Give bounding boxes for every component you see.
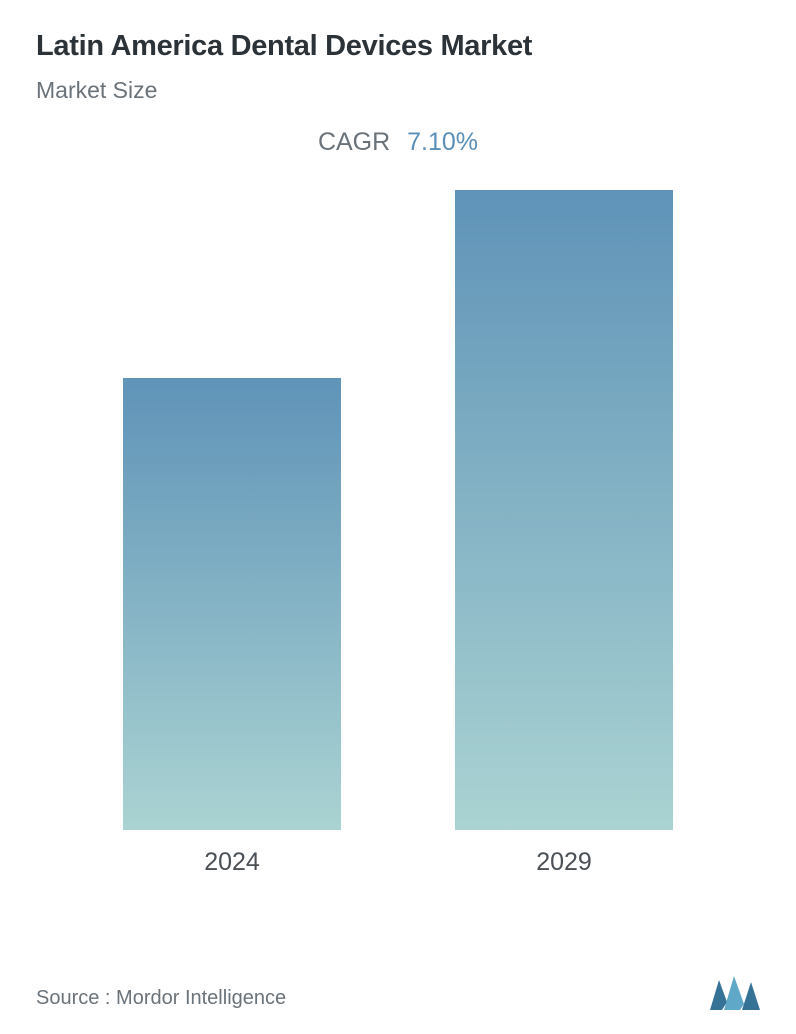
cagr-label: CAGR [318, 128, 390, 156]
bar-label-1: 2029 [536, 848, 592, 877]
cagr-display: CAGR 7.10% [36, 128, 760, 157]
cagr-value: 7.10% [407, 128, 478, 156]
bar-1 [455, 190, 673, 830]
source-text: Source : Mordor Intelligence [36, 987, 286, 1010]
bar-group-1: 2029 [455, 190, 673, 877]
chart-subtitle: Market Size [36, 77, 760, 104]
chart-title: Latin America Dental Devices Market [36, 30, 760, 63]
bar-group-0: 2024 [123, 378, 341, 877]
bar-0 [123, 378, 341, 830]
bar-label-0: 2024 [204, 848, 260, 877]
footer: Source : Mordor Intelligence [36, 974, 760, 1010]
mordor-logo-icon [710, 974, 760, 1010]
bar-chart: 2024 2029 [36, 197, 760, 877]
